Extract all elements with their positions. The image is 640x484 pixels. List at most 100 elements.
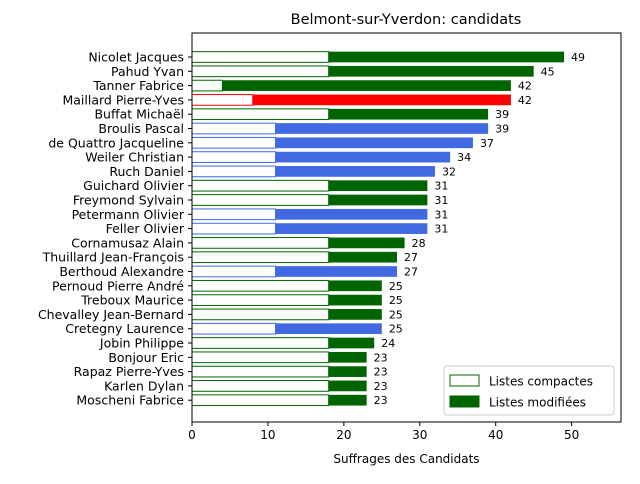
bar-compact-pahud-yvan: [191, 65, 330, 78]
category-label-buffat-michael: Buffat Michaël: [94, 107, 184, 122]
bar-modified-jobin-philippe: [328, 337, 375, 349]
value-label-cretegny-laurence: 25: [389, 323, 403, 336]
bar-modified-berthoud-alexandre: [275, 266, 398, 277]
category-label-nicolet-jacques: Nicolet Jacques: [88, 50, 184, 65]
legend-box: [443, 365, 615, 416]
value-label-chevalley-jean-bernard: 25: [389, 308, 403, 321]
bar-modified-tanner-fabrice: [222, 80, 511, 91]
category-label-moscheni-fabrice: Moscheni Fabrice: [76, 393, 184, 408]
x-tick-label-20: 20: [336, 428, 351, 442]
x-axis-label: Suffrages des Candidats: [333, 452, 479, 466]
category-label-cornamusaz-alain: Cornamusaz Alain: [71, 235, 184, 250]
value-label-feller-olivier: 31: [434, 223, 448, 236]
bar-modified-treboux-maurice: [328, 294, 382, 306]
value-label-pahud-yvan: 45: [541, 65, 555, 78]
value-labels-group: 4945424239393734323131313128272725252525…: [374, 51, 585, 407]
bar-compact-petermann-olivier: [191, 208, 277, 221]
bar-modified-moscheni-fabrice: [328, 394, 367, 406]
x-tick-label-30: 30: [412, 428, 427, 442]
category-label-feller-olivier: Feller Olivier: [106, 221, 185, 236]
value-label-maillard-pierre-yves: 42: [518, 94, 532, 107]
legend: Listes compactes Listes modifiées: [443, 365, 615, 416]
value-label-karlen-dylan: 23: [374, 380, 388, 393]
bar-modified-bonjour-eric: [328, 351, 367, 363]
bar-compact-rapaz-pierre-yves: [191, 365, 330, 378]
value-label-petermann-olivier: 31: [434, 208, 448, 221]
value-label-cornamusaz-alain: 28: [412, 237, 426, 250]
bar-modified-pahud-yvan: [328, 65, 534, 77]
bar-modified-chevalley-jean-bernard: [328, 309, 382, 320]
bar-compact-tanner-fabrice: [191, 79, 223, 92]
category-label-pahud-yvan: Pahud Yvan: [111, 64, 184, 79]
bar-compact-treboux-maurice: [191, 294, 330, 306]
category-label-bonjour-eric: Bonjour Eric: [108, 350, 184, 365]
x-tick-label-50: 50: [564, 428, 579, 442]
category-label-thuillard-jean-francois: Thuillard Jean-François: [42, 250, 184, 265]
category-label-de-quattro-jacqueline: de Quattro Jacqueline: [48, 135, 184, 150]
value-label-broulis-pascal: 39: [495, 123, 509, 136]
category-label-treboux-maurice: Treboux Maurice: [80, 293, 184, 308]
category-label-ruch-daniel: Ruch Daniel: [109, 164, 184, 179]
value-label-thuillard-jean-francois: 27: [404, 251, 418, 264]
value-label-nicolet-jacques: 49: [571, 51, 585, 64]
bar-modified-ruch-daniel: [275, 166, 435, 177]
bar-modified-weiler-christian: [275, 151, 451, 163]
bar-modified-freymond-sylvain: [328, 194, 428, 206]
bar-compact-karlen-dylan: [191, 380, 330, 392]
bar-modified-thuillard-jean-francois: [328, 251, 398, 263]
plot-frame: [191, 32, 622, 423]
bar-compact-broulis-pascal: [191, 122, 277, 135]
category-label-karlen-dylan: Karlen Dylan: [104, 378, 184, 393]
x-tick-label-0: 0: [188, 428, 196, 442]
bar-compact-de-quattro-jacqueline: [191, 136, 277, 149]
bar-compact-ruch-daniel: [191, 165, 277, 178]
category-label-jobin-philippe: Jobin Philippe: [99, 336, 184, 351]
bar-modified-nicolet-jacques: [328, 51, 565, 63]
bar-modified-guichard-olivier: [328, 180, 428, 192]
x-tick-label-10: 10: [260, 428, 275, 442]
legend-swatch-listes-modifiees: [449, 395, 480, 408]
bar-compact-thuillard-jean-francois: [191, 251, 330, 264]
bar-compact-freymond-sylvain: [191, 194, 330, 206]
bar-compact-bonjour-eric: [191, 351, 330, 364]
bar-modified-de-quattro-jacqueline: [275, 137, 473, 149]
value-label-guichard-olivier: 31: [434, 180, 448, 193]
value-label-tanner-fabrice: 42: [518, 80, 532, 93]
value-label-jobin-philippe: 24: [381, 337, 395, 350]
category-label-cretegny-laurence: Cretegny Laurence: [65, 321, 184, 336]
value-label-bonjour-eric: 23: [374, 351, 388, 364]
bar-compact-feller-olivier: [191, 222, 277, 235]
bar-modified-cornamusaz-alain: [328, 237, 405, 249]
value-label-ruch-daniel: 32: [442, 165, 456, 178]
bar-compact-nicolet-jacques: [191, 51, 330, 63]
bar-compact-maillard-pierre-yves: [191, 94, 254, 106]
category-label-rapaz-pierre-yves: Rapaz Pierre-Yves: [74, 364, 184, 379]
bar-compact-guichard-olivier: [191, 179, 330, 192]
bar-compact-weiler-christian: [191, 151, 277, 163]
bar-modified-petermann-olivier: [275, 208, 428, 220]
category-label-chevalley-jean-bernard: Chevalley Jean-Bernard: [38, 307, 184, 322]
bar-modified-rapaz-pierre-yves: [328, 366, 367, 377]
bar-compact-chevalley-jean-bernard: [191, 308, 330, 321]
bar-modified-broulis-pascal: [275, 123, 489, 134]
legend-label-listes-modifiees: Listes modifiées: [489, 396, 586, 410]
value-label-treboux-maurice: 25: [389, 294, 403, 307]
bar-compact-pernoud-pierre-andre: [191, 279, 330, 292]
bars-group: [191, 51, 565, 407]
legend-swatch-listes-compactes: [449, 374, 480, 387]
category-label-berthoud-alexandre: Berthoud Alexandre: [59, 264, 184, 279]
category-label-weiler-christian: Weiler Christian: [85, 150, 184, 165]
value-label-de-quattro-jacqueline: 37: [480, 137, 494, 150]
bar-modified-maillard-pierre-yves: [252, 94, 511, 106]
category-label-broulis-pascal: Broulis Pascal: [98, 121, 184, 136]
x-tick-label-40: 40: [488, 428, 503, 442]
category-label-tanner-fabrice: Tanner Fabrice: [92, 78, 184, 93]
bar-compact-cornamusaz-alain: [191, 237, 330, 249]
category-label-freymond-sylvain: Freymond Sylvain: [73, 193, 184, 208]
value-label-freymond-sylvain: 31: [434, 194, 448, 207]
chart-title: Belmont-sur-Yverdon: candidats: [291, 12, 522, 28]
bar-compact-jobin-philippe: [191, 337, 330, 349]
value-label-moscheni-fabrice: 23: [374, 394, 388, 407]
